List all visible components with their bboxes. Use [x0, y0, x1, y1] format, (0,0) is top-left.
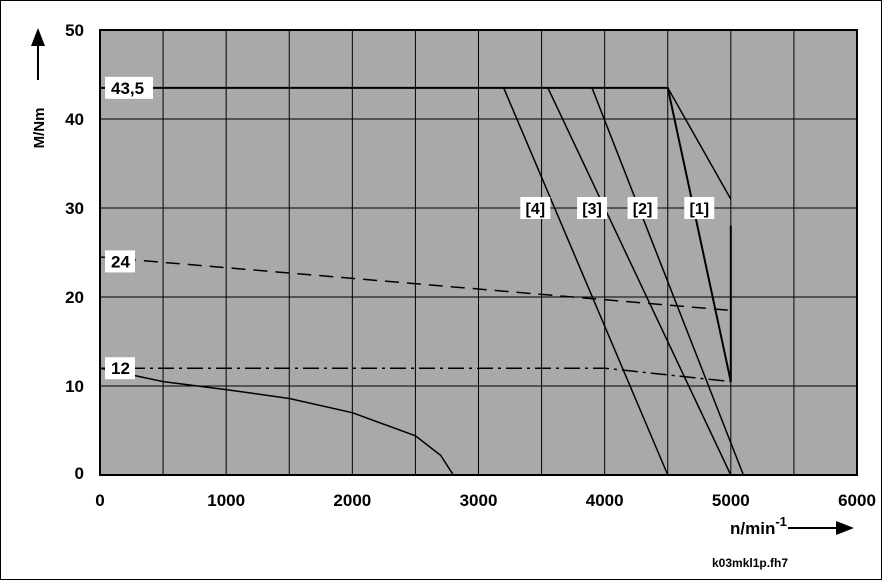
level-label-box	[105, 357, 135, 380]
y-tick-label: 20	[65, 288, 84, 307]
series-layer	[99, 86, 745, 476]
speed-label-box	[577, 197, 608, 219]
level-labels: 43,5 24 12	[105, 76, 153, 380]
speed-label-box	[627, 197, 658, 219]
series-line-7	[667, 87, 732, 200]
level-label: 24	[105, 250, 135, 273]
level-label: 12	[105, 357, 135, 380]
x-axis-label-main: n/min	[730, 519, 775, 538]
x-tick-labels: 0 1000 2000 3000 4000 5000 6000	[95, 491, 876, 510]
x-tick-label: 1000	[207, 491, 245, 510]
y-tick-label: 30	[65, 199, 84, 218]
speed-labels: [1] [2] [3] [4]	[520, 197, 715, 219]
speed-label: [4]	[520, 197, 551, 219]
level-label: 43,5	[105, 76, 153, 99]
level-label-text: 43,5	[111, 79, 144, 98]
x-tick-label: 6000	[838, 491, 876, 510]
level-label-box	[105, 250, 135, 273]
speed-label: [3]	[577, 197, 608, 219]
y-axis-title: M/Nm	[31, 28, 48, 148]
file-reference: k03mkl1p.fh7	[712, 556, 788, 570]
y-tick-labels: 0 10 20 30 40 50	[65, 21, 84, 483]
speed-label-text: [1]	[690, 201, 710, 218]
x-tick-label: 4000	[586, 491, 624, 510]
y-tick-label: 10	[65, 377, 84, 396]
speed-label-box	[684, 197, 715, 219]
series-line-6	[591, 87, 745, 476]
y-axis-label: M/Nm	[31, 108, 48, 149]
grid	[100, 30, 857, 475]
x-tick-label: 2000	[333, 491, 371, 510]
series-line-2	[99, 256, 731, 312]
x-axis-label: n/min-1	[730, 514, 787, 538]
series-line-8	[547, 87, 732, 476]
x-axis-title: n/min-1	[730, 514, 854, 538]
x-tick-label: 3000	[460, 491, 498, 510]
level-label-text: 24	[111, 252, 130, 271]
speed-label-text: [4]	[525, 201, 545, 218]
x-tick-label: 5000	[712, 491, 750, 510]
speed-label: [2]	[627, 197, 658, 219]
level-label-text: 12	[111, 359, 130, 378]
series-line-5	[503, 87, 669, 476]
speed-label-box	[520, 197, 551, 219]
speed-label-text: [3]	[582, 201, 602, 218]
y-tick-label: 40	[65, 110, 84, 129]
speed-label-text: [2]	[633, 201, 653, 218]
speed-label: [1]	[684, 197, 715, 219]
y-tick-label: 50	[65, 21, 84, 40]
y-axis-arrow-head	[31, 28, 45, 46]
x-axis-label-exponent: -1	[775, 514, 787, 529]
series-line-1	[100, 86, 732, 382]
y-tick-label: 0	[75, 464, 84, 483]
x-axis-arrow-head	[836, 521, 854, 535]
x-tick-label: 0	[95, 491, 104, 510]
level-label-box	[105, 76, 153, 99]
series-line-3	[100, 367, 731, 383]
series-line-4	[99, 367, 454, 476]
